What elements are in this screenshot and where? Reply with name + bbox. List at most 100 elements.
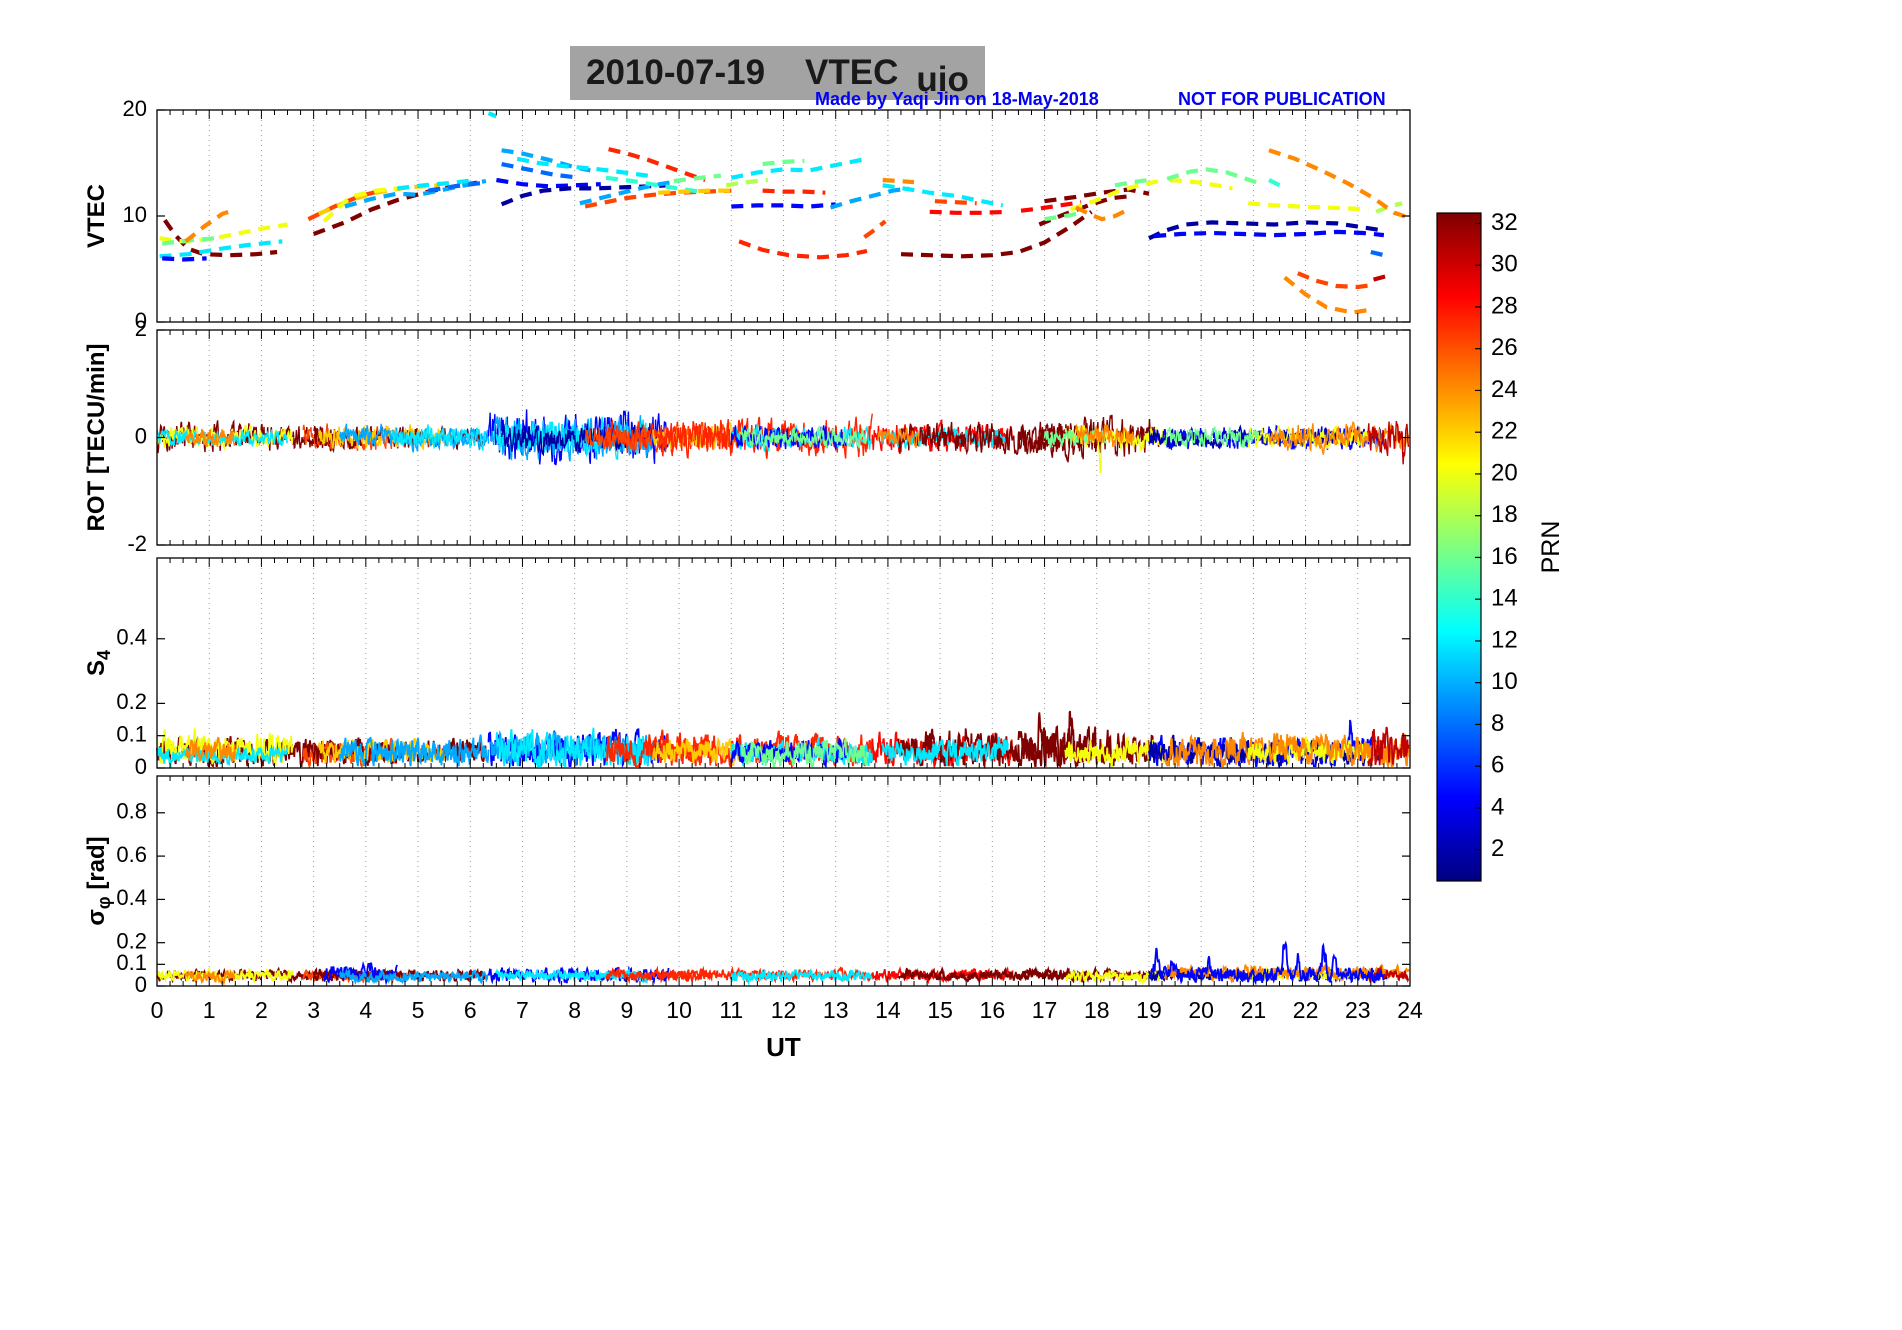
colorbar-tick-label: 30 — [1491, 251, 1518, 278]
title-name: VTEC — [805, 53, 899, 92]
vtec-series-line — [1248, 201, 1369, 212]
s4-noise-line — [740, 738, 868, 767]
x-tick-label: 11 — [719, 997, 743, 1023]
colorbar-tick-label: 4 — [1491, 793, 1504, 820]
vtec-series-line — [428, 181, 481, 193]
watermark-credit: Made by Yaqi Jin on 18-May-2018 — [815, 89, 1099, 109]
title-station: uio — [916, 60, 969, 99]
rot-noise-line — [156, 429, 289, 448]
vtec-series-line — [1069, 178, 1160, 212]
rot-noise-line — [1075, 423, 1134, 448]
vtec-series-line — [163, 218, 278, 258]
vtec-series-line — [322, 186, 398, 223]
x-tick-label: 10 — [666, 997, 692, 1023]
colorbar-tick-label: 32 — [1491, 209, 1518, 236]
sigma-phi-noise-line — [1367, 965, 1410, 984]
vtec-series-line — [1370, 249, 1385, 258]
rot-noise-line — [1163, 426, 1259, 449]
y-tick-label: 0 — [135, 972, 147, 997]
y-tick-label: 20 — [123, 96, 147, 121]
vtec-series-line — [159, 239, 283, 259]
vtec-series-line — [1114, 177, 1150, 188]
x-tick-label: 24 — [1397, 997, 1423, 1023]
y-axis-label: S4 — [83, 650, 114, 676]
y-tick-label: 0.8 — [116, 799, 147, 824]
y-axis-label: σφ [rad] — [83, 836, 114, 925]
vtec-series-line — [516, 156, 649, 178]
x-tick-label: 19 — [1136, 997, 1162, 1023]
vtec-series-line — [1166, 167, 1260, 186]
s4-panel: 0 0.1 0.2 0.4S4 — [83, 557, 1411, 779]
x-tick-label: 1 — [203, 997, 216, 1023]
sigma-phi-noise-line — [184, 969, 236, 987]
x-tick-label: 5 — [412, 997, 425, 1023]
rot-noise-line — [741, 424, 868, 449]
rot-panel: -2 0 2 ROT [TECU/min] — [83, 316, 1411, 556]
vtec-series-line — [1020, 200, 1082, 213]
vtec-series-line — [1074, 205, 1130, 222]
y-tick-label: 0.4 — [116, 885, 147, 910]
vtec-series-line — [1372, 273, 1390, 282]
y-tick-label: 0.2 — [116, 929, 147, 954]
x-tick-label: 6 — [464, 997, 477, 1023]
chart-title: 2010-07-19 VTEC uio — [570, 46, 985, 100]
x-tick-label: 23 — [1345, 997, 1371, 1023]
colorbar-tick-label: 6 — [1491, 752, 1504, 779]
vtec-series-line — [608, 147, 706, 182]
vtec-series-line — [934, 199, 977, 206]
vtec-series-line — [344, 178, 487, 209]
vtec-series-line — [673, 173, 722, 184]
vtec-series-line — [882, 177, 915, 185]
sigma-phi-noise-line — [1065, 967, 1165, 986]
vtec-series-line — [579, 178, 680, 206]
rot-noise-line — [185, 429, 236, 447]
rot-noise-line — [1367, 420, 1410, 465]
vtec-series-line — [725, 177, 769, 188]
y-axis-label: ROT [TECU/min] — [83, 344, 110, 532]
y-tick-label: 0.2 — [116, 689, 147, 714]
vtec-series-line — [162, 256, 207, 262]
vtec-series-line — [762, 188, 826, 195]
y-tick-label: 10 — [123, 202, 147, 227]
x-tick-label: 9 — [620, 997, 633, 1023]
x-tick-label: 12 — [771, 997, 797, 1023]
y-tick-label: 0 — [135, 308, 147, 333]
colorbar-border — [1436, 212, 1482, 882]
sigma-phi-noise-line — [730, 968, 874, 986]
x-tick-label: 2 — [255, 997, 268, 1023]
s4-noise-line — [881, 736, 1009, 768]
colorbar-tick-label: 14 — [1491, 585, 1518, 612]
colorbar-tick-label: 10 — [1491, 668, 1518, 695]
rot-noise-line — [391, 423, 487, 451]
vtec-series-line — [1148, 220, 1380, 241]
vtec-series-line — [1044, 209, 1087, 222]
y-tick-label: 0.1 — [116, 950, 147, 975]
y-tick-label: 0.6 — [116, 842, 147, 867]
sigma-phi-noise-line — [338, 967, 490, 985]
vtec-series-line — [496, 177, 601, 189]
s4-noise-line — [338, 734, 490, 767]
s4-noise-line — [184, 736, 236, 763]
x-tick-label: 16 — [980, 997, 1006, 1023]
colorbar-gradient — [1437, 213, 1481, 881]
vtec-series-line — [184, 207, 236, 244]
x-tick-label: 13 — [823, 997, 849, 1023]
colorbar-tick-label: 28 — [1491, 292, 1518, 319]
vtec-series-line — [882, 183, 1004, 208]
vtec-series-line — [658, 188, 737, 195]
sigma-phi-panel: 00.10.2 0.4 0.6 0.8σφ [rad] — [83, 775, 1411, 997]
vtec-series-line — [1296, 271, 1374, 290]
colorbar-tick-label: 22 — [1491, 418, 1518, 445]
vtec-series-line — [1268, 148, 1409, 220]
colorbar-label: PRN — [1537, 521, 1565, 574]
y-tick-label: 0.4 — [116, 625, 147, 650]
vtec-series-line — [738, 239, 868, 260]
s4-noise-line — [1163, 731, 1265, 769]
y-tick-label: 0 — [135, 423, 147, 448]
y-tick-label: 0 — [135, 754, 147, 779]
vtec-series-line — [312, 180, 482, 236]
x-tick-label: 3 — [307, 997, 320, 1023]
vtec-series-line — [730, 157, 863, 180]
s4-noise-line — [1268, 732, 1410, 770]
vtec-series-line — [1154, 229, 1385, 239]
